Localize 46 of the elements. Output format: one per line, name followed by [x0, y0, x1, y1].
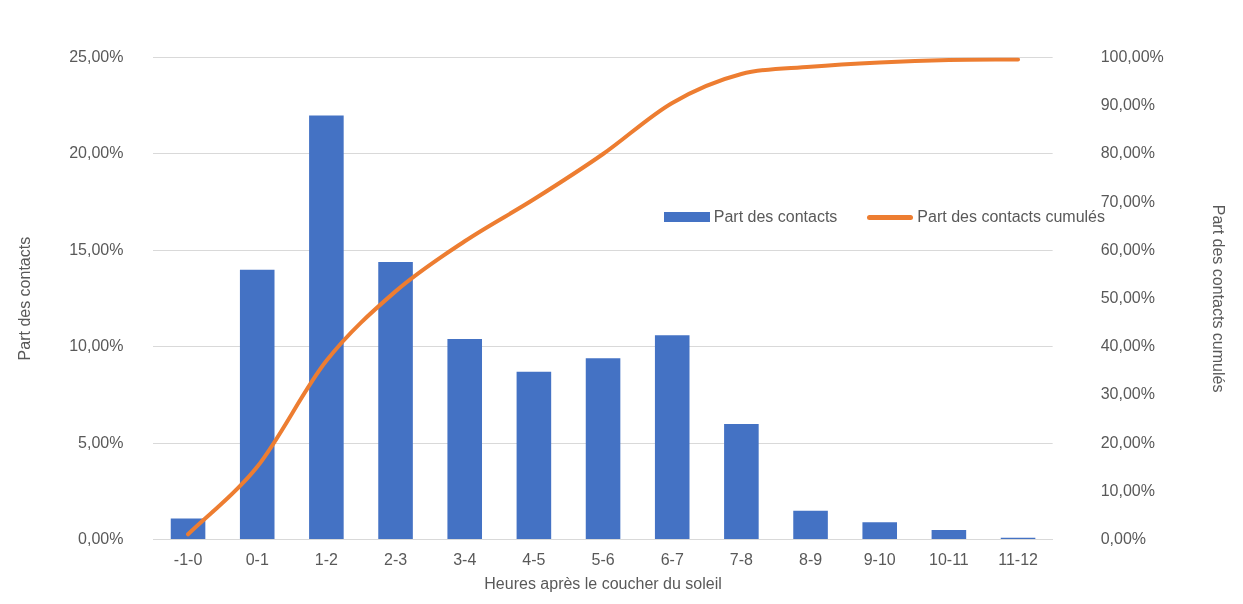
x-axis-title: Heures après le coucher du soleil: [484, 574, 722, 592]
y-tick-label: 0,00%: [78, 530, 124, 548]
y2-tick-label: 50,00%: [1100, 289, 1155, 307]
x-tick-label: 9-10: [863, 550, 896, 568]
y-axis-title: Part des contacts: [16, 236, 34, 361]
bar: [931, 529, 967, 540]
x-tick-label: 3-4: [453, 550, 477, 568]
y2-axis-title: Part des contacts cumulés: [1209, 204, 1227, 393]
y2-tick-label: 10,00%: [1100, 481, 1155, 499]
bar: [862, 522, 898, 540]
x-tick-label: 2-3: [383, 550, 408, 568]
y2-tick-label: 100,00%: [1100, 48, 1164, 66]
y-tick-label: 25,00%: [69, 48, 124, 66]
y2-tick-label: 80,00%: [1100, 144, 1155, 162]
y2-tick-label: 0,00%: [1100, 530, 1147, 548]
y-tick-label: 10,00%: [69, 337, 124, 355]
y2-tick-label: 40,00%: [1100, 337, 1155, 355]
x-tick-label: 5-6: [591, 550, 615, 568]
bar: [309, 115, 344, 540]
y-tick-label: 20,00%: [69, 144, 124, 162]
x-tick-label: 0-1: [245, 550, 269, 568]
y2-tick-label: 20,00%: [1100, 433, 1155, 451]
x-tick-label: 6-7: [660, 550, 684, 568]
bar: [793, 510, 828, 540]
y2-tick-label: 70,00%: [1100, 192, 1155, 210]
bar: [447, 339, 483, 540]
x-tick-label: 1-2: [314, 550, 339, 568]
x-tick-label: 8-9: [798, 550, 823, 568]
x-tick-label: 10-11: [929, 550, 969, 568]
x-tick-label: -1-0: [173, 550, 203, 568]
bar: [516, 371, 552, 540]
y2-tick-label: 30,00%: [1100, 385, 1155, 403]
y2-tick-label: 90,00%: [1100, 96, 1155, 114]
bar: [378, 261, 413, 540]
y2-tick-label: 60,00%: [1100, 240, 1155, 258]
y-tick-label: 5,00%: [78, 433, 124, 451]
bar: [239, 269, 275, 540]
bar: [585, 358, 621, 540]
x-tick-label: 4-5: [522, 550, 546, 568]
legend-label: Part des contacts: [713, 208, 838, 226]
bar: [724, 423, 759, 540]
bar: [654, 335, 690, 540]
legend-label: Part des contacts cumulés: [917, 208, 1105, 226]
x-tick-label: 7-8: [729, 550, 754, 568]
x-tick-label: 11-12: [998, 550, 1039, 568]
y-tick-label: 15,00%: [69, 240, 124, 258]
